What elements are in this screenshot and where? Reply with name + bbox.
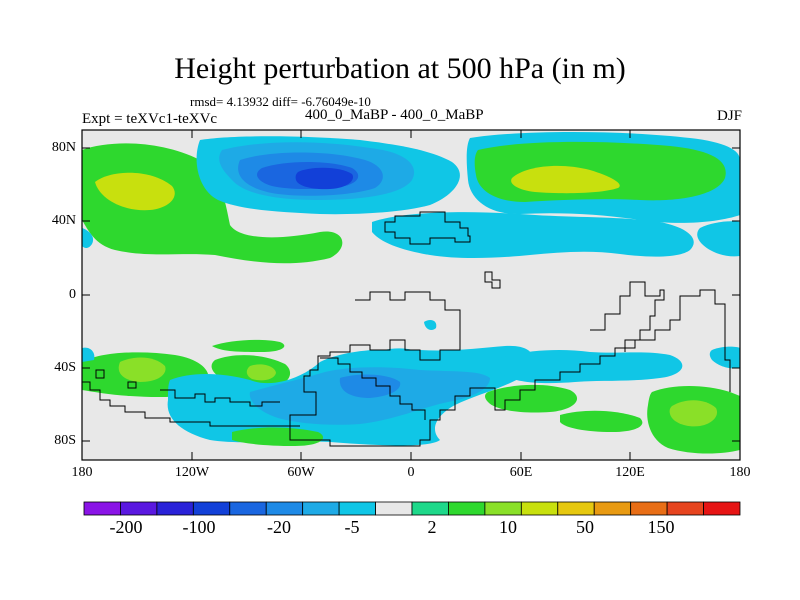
colorbar-swatch (666, 501, 704, 516)
contour-mid-cyan-band (372, 212, 694, 259)
contour-se-cyan (497, 350, 683, 384)
colorbar-swatch (484, 501, 522, 516)
contour-na-blue4 (295, 167, 354, 190)
colorbar-swatch (120, 501, 158, 516)
contour-ne-green (474, 141, 726, 202)
colorbar-swatch (192, 501, 231, 516)
colorbar-swatch (703, 501, 741, 516)
colorbar-swatch (448, 501, 486, 516)
contour-nw-yellow (95, 172, 175, 211)
colorbar-swatch (338, 501, 376, 516)
x-tick-label: 60E (509, 465, 533, 480)
colorbar-swatch (156, 501, 194, 516)
colorbar-swatch (83, 501, 121, 516)
colorbar-label: 10 (499, 517, 517, 537)
colorbar-swatch (229, 501, 267, 516)
colorbar-label: -100 (182, 517, 216, 537)
colorbar-label: -5 (344, 517, 360, 537)
colorbar-swatch (375, 501, 413, 516)
contour-s-green-3 (212, 339, 285, 352)
contour-se-yellow (669, 400, 718, 427)
coastlines (82, 211, 731, 447)
x-tick-label: 120E (615, 465, 645, 480)
x-tick-label: 180 (729, 465, 751, 480)
coastline-north-africa-asia (384, 211, 471, 245)
coastline-peninsula (320, 357, 426, 420)
comparison-label: 400_0_MaBP - 400_0_MaBP (305, 107, 484, 123)
colorbar-swatch (411, 501, 449, 516)
colorbar-swatch (593, 501, 632, 516)
coastline-antarctic-inner (160, 389, 280, 407)
y-tick-label: 40N (51, 213, 76, 228)
x-tick-label: 180 (71, 465, 93, 480)
contour-nw-green (82, 143, 343, 264)
contour-s-blue-core (339, 374, 401, 398)
experiment-label: Expt = teXVc1-teXVc (82, 111, 218, 127)
colorbar (83, 501, 741, 516)
colorbar-swatch (630, 501, 668, 516)
colorbar-label: 50 (576, 517, 594, 537)
x-tick-label: 60W (287, 465, 315, 480)
contour-sw-cyan-edge (82, 228, 94, 248)
contour-s-cyan-small (375, 348, 420, 361)
contour-ne-yellow (511, 165, 620, 194)
plot-title: Height perturbation at 500 hPa (in m) (174, 52, 626, 85)
contour-west-cyan-patch (697, 221, 740, 257)
colorbar-label: 2 (427, 517, 437, 537)
contour-s-cyan-dot (424, 320, 437, 330)
contour-s-yellow-2 (246, 364, 276, 381)
y-tick-label: 40S (54, 360, 76, 375)
y-tick-label: 0 (69, 287, 76, 302)
coastline-small-island (484, 271, 501, 289)
contour-field (82, 130, 740, 460)
coastline-antarctic-west (82, 381, 300, 427)
colorbar-label: -200 (109, 517, 143, 537)
contour-se-green-1 (485, 384, 578, 413)
y-tick-label: 80N (51, 140, 76, 155)
colorbar-label: -20 (267, 517, 291, 537)
coastline-gondwana-main (289, 289, 731, 447)
coastline-india-arc (590, 281, 665, 352)
x-tick-label: 0 (407, 465, 415, 480)
axis-ticks (82, 130, 740, 460)
colorbar-swatch (302, 501, 340, 516)
y-tick-label: 80S (54, 433, 76, 448)
statistics-text: rmsd= 4.13932 diff= -6.76049e-10 (190, 94, 371, 109)
contour-s-cyan-west (82, 347, 95, 362)
contour-se-green-2 (560, 410, 643, 432)
contour-s-yellow-west (118, 357, 166, 382)
colorbar-swatch (557, 501, 595, 516)
colorbar-label: 150 (647, 517, 675, 537)
x-tick-label: 120W (174, 465, 210, 480)
contour-s-green-sa (232, 427, 324, 446)
colorbar-swatch (520, 501, 559, 516)
colorbar-swatch (265, 501, 304, 516)
coastline-sw-islands (95, 369, 137, 389)
season-label: DJF (716, 108, 742, 124)
